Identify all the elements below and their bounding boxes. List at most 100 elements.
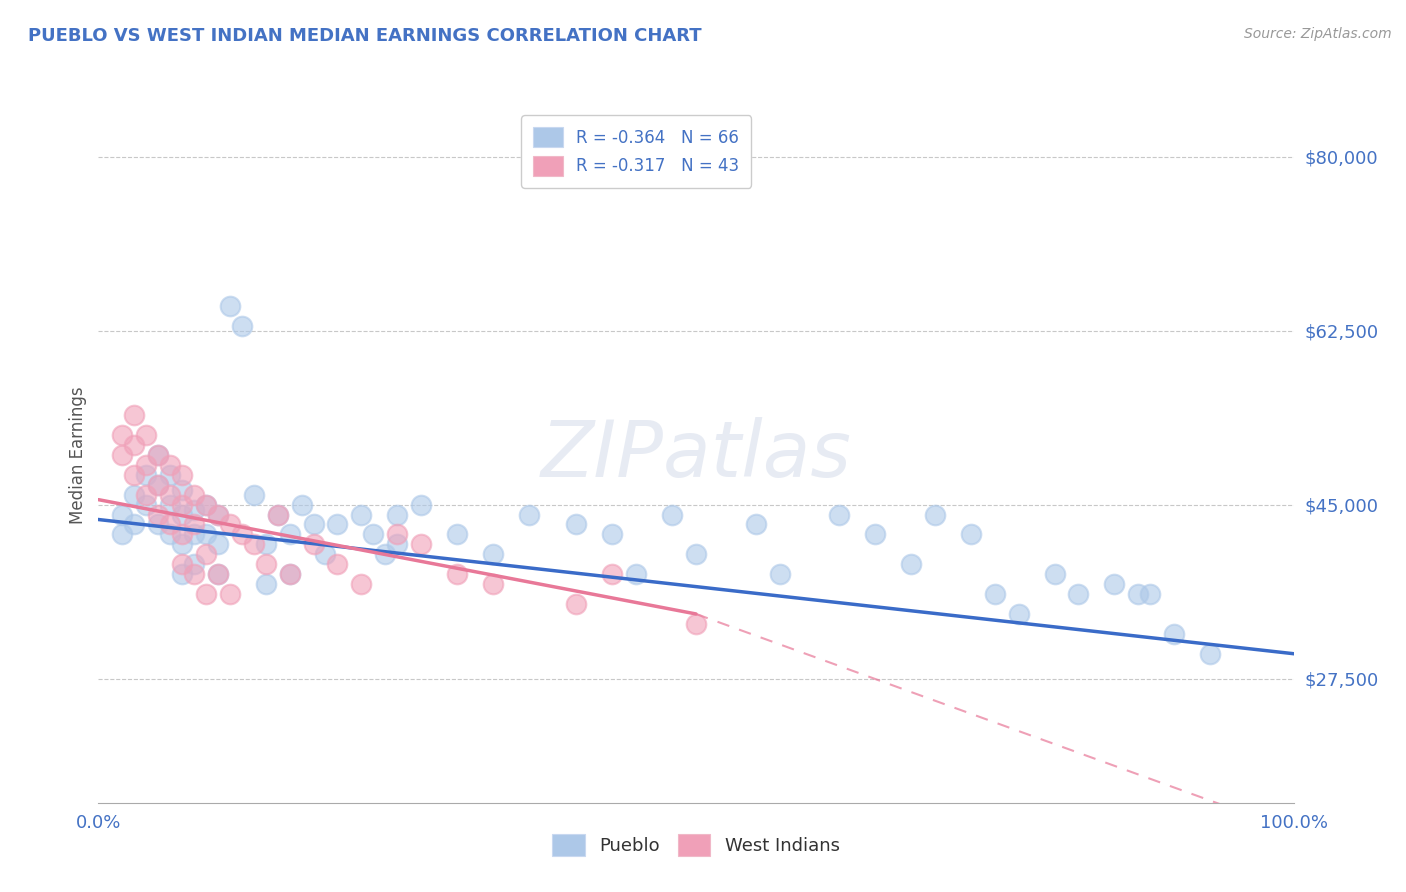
Point xyxy=(135,458,157,472)
Point xyxy=(624,567,647,582)
Point xyxy=(565,597,588,611)
Point xyxy=(172,467,194,482)
Point xyxy=(207,508,229,522)
Point xyxy=(326,558,349,572)
Point xyxy=(446,527,468,541)
Point xyxy=(207,508,229,522)
Point xyxy=(983,587,1005,601)
Point xyxy=(183,502,205,516)
Point xyxy=(159,517,181,532)
Point xyxy=(172,498,194,512)
Point xyxy=(172,508,194,522)
Point xyxy=(1163,627,1185,641)
Point xyxy=(385,527,409,541)
Point xyxy=(254,537,277,551)
Point xyxy=(267,508,290,522)
Point xyxy=(315,547,337,561)
Point xyxy=(385,537,409,551)
Point xyxy=(124,517,146,532)
Point xyxy=(278,527,301,541)
Point xyxy=(1102,577,1125,591)
Point xyxy=(159,467,181,482)
Point xyxy=(900,558,922,572)
Point xyxy=(183,517,205,532)
Point xyxy=(148,448,170,462)
Point xyxy=(111,508,134,522)
Point xyxy=(172,537,194,551)
Point xyxy=(385,508,409,522)
Point xyxy=(290,498,312,512)
Point xyxy=(1007,607,1029,621)
Point xyxy=(172,527,194,541)
Point xyxy=(124,438,146,452)
Point xyxy=(267,508,290,522)
Point xyxy=(745,517,768,532)
Point xyxy=(959,527,981,541)
Point xyxy=(124,467,146,482)
Point xyxy=(207,537,229,551)
Point xyxy=(1139,587,1161,601)
Point xyxy=(350,577,373,591)
Point xyxy=(600,567,623,582)
Point xyxy=(219,517,242,532)
Point xyxy=(207,567,229,582)
Point xyxy=(194,587,217,601)
Point xyxy=(111,448,134,462)
Point xyxy=(183,527,205,541)
Point xyxy=(135,488,157,502)
Point xyxy=(363,527,385,541)
Point xyxy=(481,577,505,591)
Point xyxy=(124,488,146,502)
Point xyxy=(124,408,146,422)
Point xyxy=(374,547,396,561)
Point xyxy=(481,547,505,561)
Point xyxy=(159,498,181,512)
Point xyxy=(135,498,157,512)
Point xyxy=(411,498,433,512)
Point xyxy=(302,537,325,551)
Point xyxy=(219,587,242,601)
Point xyxy=(159,488,181,502)
Point xyxy=(111,428,134,442)
Point xyxy=(243,488,266,502)
Point xyxy=(148,477,170,491)
Point xyxy=(183,567,205,582)
Point xyxy=(278,567,301,582)
Point xyxy=(685,616,707,631)
Point xyxy=(159,527,181,541)
Text: Source: ZipAtlas.com: Source: ZipAtlas.com xyxy=(1244,27,1392,41)
Point xyxy=(350,508,373,522)
Point xyxy=(302,517,325,532)
Point xyxy=(194,547,217,561)
Point xyxy=(194,498,217,512)
Point xyxy=(254,577,277,591)
Point xyxy=(172,567,194,582)
Y-axis label: Median Earnings: Median Earnings xyxy=(69,386,87,524)
Text: PUEBLO VS WEST INDIAN MEDIAN EARNINGS CORRELATION CHART: PUEBLO VS WEST INDIAN MEDIAN EARNINGS CO… xyxy=(28,27,702,45)
Point xyxy=(600,527,623,541)
Point xyxy=(517,508,540,522)
Point xyxy=(685,547,707,561)
Point xyxy=(326,517,349,532)
Point xyxy=(194,527,217,541)
Point xyxy=(135,428,157,442)
Point xyxy=(565,517,588,532)
Point xyxy=(135,467,157,482)
Point xyxy=(1128,587,1150,601)
Point xyxy=(254,558,277,572)
Point xyxy=(231,527,253,541)
Point xyxy=(194,498,217,512)
Text: ZIPatlas: ZIPatlas xyxy=(540,417,852,493)
Point xyxy=(159,458,181,472)
Legend: Pueblo, West Indians: Pueblo, West Indians xyxy=(546,827,846,863)
Point xyxy=(924,508,946,522)
Point xyxy=(148,517,170,532)
Point xyxy=(231,318,253,333)
Point xyxy=(411,537,433,551)
Point xyxy=(172,483,194,497)
Point xyxy=(661,508,683,522)
Point xyxy=(1067,587,1090,601)
Point xyxy=(183,558,205,572)
Point xyxy=(207,567,229,582)
Point xyxy=(446,567,468,582)
